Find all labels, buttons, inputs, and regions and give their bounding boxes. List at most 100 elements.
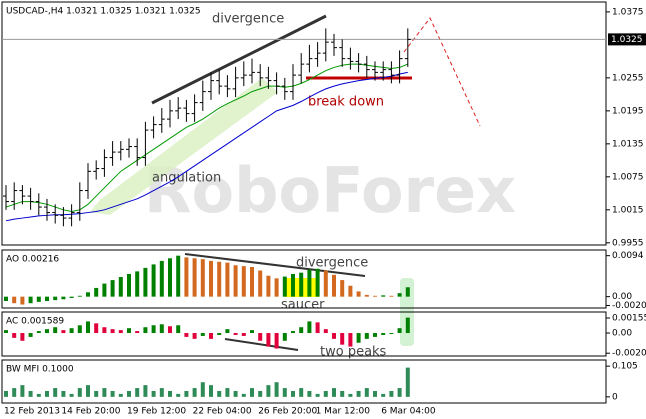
hist-bar — [340, 391, 345, 397]
hist-bar — [266, 333, 271, 347]
hist-bar — [258, 333, 263, 341]
hist-bar — [282, 333, 287, 341]
hist-bar — [20, 333, 25, 341]
hist-bar — [241, 333, 246, 336]
watermark: RoboForex — [144, 154, 516, 227]
ac-line — [224, 338, 299, 351]
y-tick-label: 0.00 — [612, 292, 632, 302]
hist-bar — [373, 333, 377, 337]
hist-bar — [200, 333, 205, 336]
hist-bar — [12, 388, 17, 397]
x-tick-label: 12 Feb 2013 — [4, 407, 60, 417]
y-tick-label: 1.0195 — [612, 106, 644, 116]
hist-bar — [168, 391, 172, 397]
x-tick-label: 14 Feb 20:00 — [61, 407, 120, 417]
hist-bar — [299, 388, 304, 397]
hist-bar — [332, 388, 336, 397]
y-tick-label: 0 — [612, 392, 618, 402]
hist-bar — [381, 295, 386, 297]
annotation: divergence — [296, 256, 368, 271]
hist-bar — [176, 393, 181, 397]
hist-bar — [348, 393, 353, 397]
hist-bar — [397, 328, 402, 334]
hist-bar — [323, 329, 328, 334]
hist-bar — [86, 321, 90, 334]
hist-bar — [332, 333, 336, 339]
y-tick-label: 1.0135 — [612, 139, 644, 149]
hist-bar — [110, 329, 115, 334]
hist-bar — [159, 388, 164, 397]
hist-bar — [364, 333, 369, 339]
panel-frame — [1, 359, 607, 404]
forecast-line — [403, 17, 481, 127]
hist-bar — [36, 393, 41, 397]
hist-bar — [176, 325, 181, 334]
hist-bar — [397, 388, 402, 397]
hist-bar — [405, 287, 410, 297]
annotation: two peaks — [320, 345, 387, 360]
hist-bar — [61, 391, 66, 397]
hist-bar — [225, 388, 230, 397]
price-label: 1.0325 — [611, 35, 643, 45]
hist-bar — [217, 261, 222, 297]
hist-bar — [69, 328, 74, 334]
hist-bar — [340, 333, 345, 345]
hist-bar — [233, 391, 238, 397]
hist-bar — [225, 329, 230, 334]
hist-bar — [12, 296, 17, 304]
hist-bar — [127, 273, 131, 297]
hist-bar — [45, 329, 49, 334]
hist-bar — [274, 333, 279, 349]
hist-bar — [307, 269, 312, 297]
hist-bar — [53, 296, 58, 301]
divergence-line — [151, 14, 327, 105]
hist-bar — [135, 331, 140, 334]
x-tick-label: 1 Mar 12:00 — [316, 407, 371, 417]
hist-bar — [77, 295, 82, 297]
y-tick-label: 0.9955 — [612, 238, 644, 248]
y-tick-label: 0.105 — [612, 362, 638, 372]
angulation-band — [90, 78, 278, 215]
hist-bar — [356, 291, 361, 297]
hist-bar — [381, 393, 386, 397]
hist-bar — [45, 391, 49, 397]
hist-bar — [356, 391, 361, 397]
hist-bar — [364, 294, 369, 297]
panel-title: AC 0.001589 — [6, 317, 64, 327]
hist-bar — [135, 271, 140, 297]
hist-bar — [233, 333, 238, 335]
hist-bar — [118, 330, 123, 334]
hist-bar — [209, 260, 213, 297]
hist-bar — [168, 258, 172, 297]
hist-bar — [241, 266, 246, 297]
hist-bar — [307, 321, 312, 334]
hist-bar — [77, 325, 82, 334]
hist-bar — [217, 391, 222, 397]
hist-bar — [61, 330, 66, 334]
hist-bar — [405, 367, 410, 397]
hist-bar — [250, 330, 254, 334]
hist-bar — [127, 328, 131, 334]
hist-bar — [4, 330, 8, 334]
hist-bar — [102, 388, 107, 397]
hist-bar — [274, 278, 279, 297]
ma-line — [5, 71, 408, 222]
hist-bar — [340, 280, 345, 297]
hist-bar — [373, 295, 377, 297]
price-box — [608, 33, 646, 46]
x-tick-label: 22 Feb 04:00 — [193, 407, 252, 417]
hist-bar — [315, 393, 320, 397]
hist-bar — [4, 296, 8, 302]
annotation: divergence — [212, 12, 284, 27]
ma-line — [5, 63, 408, 212]
panel-title: BW MFI 0.1000 — [6, 365, 74, 375]
hist-bar — [332, 274, 336, 297]
hist-bar — [143, 385, 148, 397]
hist-bar — [53, 388, 58, 397]
hist-bar — [291, 331, 295, 334]
hist-bar — [94, 323, 99, 334]
y-tick-label: -0.00202 — [612, 301, 646, 311]
hist-bar — [45, 296, 49, 302]
hist-bar — [159, 324, 164, 334]
hist-bar — [258, 270, 263, 297]
